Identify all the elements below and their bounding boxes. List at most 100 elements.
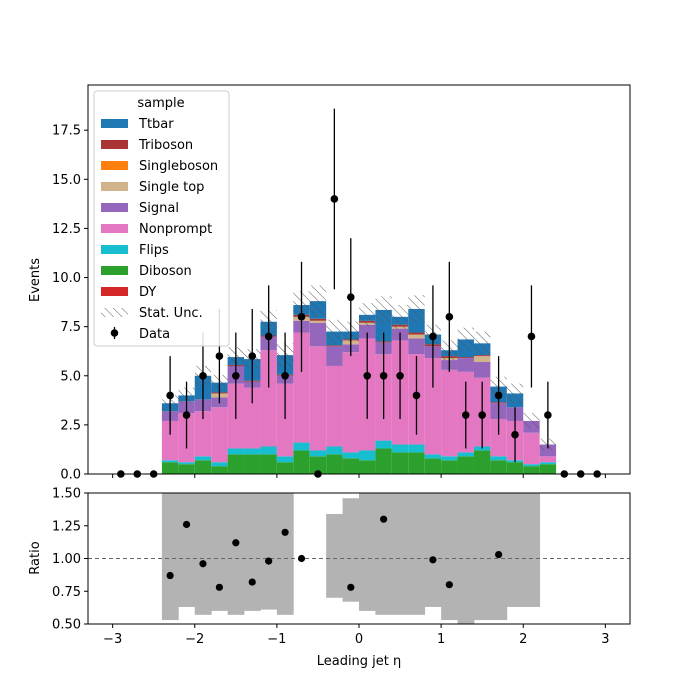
- ratio-band-18: [457, 493, 475, 624]
- data-point-14: [346, 293, 355, 301]
- ratio-band-19: [473, 493, 491, 621]
- stat-unc-9: [309, 285, 327, 317]
- ratio-point-12: [445, 581, 453, 589]
- bar-flips-7: [276, 456, 294, 463]
- bar-nonprompt-23: [539, 456, 557, 463]
- data-point-15: [363, 371, 372, 380]
- bar-nonprompt-2: [194, 411, 212, 457]
- stat-unc-14: [391, 305, 409, 329]
- bar-diboson-17: [441, 460, 458, 474]
- data-point-25: [527, 332, 536, 341]
- xtick-label-1: −2: [185, 632, 204, 647]
- bar-flips-17: [441, 456, 458, 461]
- ratio-panel: 0.50 0.75 1.00 1.25 1.50 −3 −2 −1 0 1 2 3 Ratio Le…: [28, 487, 631, 669]
- bar-diboson-22: [523, 466, 540, 474]
- bar-flips-22: [523, 464, 540, 467]
- bar-flips-4: [227, 448, 245, 455]
- stat-unc-22: [523, 413, 540, 429]
- bar-single-top-15: [408, 334, 425, 339]
- ytick-label-2: 1.00: [52, 552, 81, 567]
- bar-nonprompt-22: [523, 432, 540, 465]
- ytick-label-7: 17.5: [52, 124, 81, 139]
- ratio-point-5: [248, 578, 256, 586]
- data-point-6: [215, 352, 224, 360]
- bar-flips-1: [178, 462, 195, 465]
- data-point-23: [494, 391, 503, 400]
- ratio-band-6: [260, 493, 278, 610]
- ratio-band-7: [276, 493, 294, 615]
- bar-diboson-18: [457, 456, 474, 474]
- ratio-band-16: [424, 493, 442, 607]
- bar-flips-16: [424, 454, 442, 459]
- legend-title: sample: [137, 96, 184, 111]
- bar-signal-12: [359, 324, 376, 339]
- ytick-label-2: 5.0: [60, 369, 81, 384]
- ytick-label-4: 1.50: [52, 487, 81, 502]
- bar-nonprompt-9: [309, 346, 327, 451]
- legend-swatch-flips: [101, 245, 128, 254]
- xtick-label-5: 2: [519, 632, 527, 647]
- stat-unc-15: [408, 295, 425, 323]
- main-y-ticks: 0.0 2.5 5.0 7.5 10.0 12.5 15.0 17.5: [52, 124, 88, 483]
- ratio-band-13: [375, 493, 393, 615]
- data-point-3: [166, 391, 174, 400]
- bar-nonprompt-7: [276, 383, 294, 457]
- bar-single-top-9: [309, 320, 327, 323]
- legend-label-dy: DY: [139, 285, 156, 300]
- stat-unc-10: [326, 319, 343, 344]
- bar-diboson-21: [506, 462, 524, 474]
- bar-diboson-4: [227, 454, 245, 474]
- bar-triboson-19: [473, 355, 491, 357]
- ratio-band-15: [408, 493, 426, 615]
- bar-single-top-19: [473, 356, 491, 363]
- legend-swatch-data: [110, 329, 119, 337]
- data-point-22: [478, 411, 486, 419]
- bar-diboson-13: [375, 448, 392, 474]
- bar-nonprompt-17: [441, 369, 458, 457]
- data-point-24: [511, 430, 519, 439]
- ratio-band-4: [227, 493, 245, 615]
- xtick-label-2: −1: [267, 632, 286, 647]
- ratio-point-10: [380, 515, 388, 523]
- bar-diboson-23: [539, 464, 557, 474]
- bar-nonprompt-8: [293, 332, 310, 443]
- legend-label-single-top: Single top: [139, 180, 204, 195]
- legend-entries: Ttbar Triboson Singleboson Single top Signal…: [101, 117, 218, 342]
- bar-flips-3: [211, 462, 228, 467]
- ratio-point-2: [199, 560, 207, 568]
- bar-signal-10: [326, 346, 343, 366]
- bar-diboson-1: [178, 464, 195, 474]
- legend-swatch-dy: [101, 287, 128, 296]
- bar-diboson-2: [194, 460, 212, 474]
- bar-signal-15: [408, 338, 425, 355]
- legend-label-triboson: Triboson: [138, 138, 193, 153]
- ratio-point-6: [265, 557, 273, 565]
- bar-flips-20: [490, 456, 507, 461]
- ratio-band-11: [342, 498, 360, 602]
- legend-swatch-single-top: [101, 182, 128, 191]
- x-axis-label: Leading jet η: [317, 654, 402, 669]
- data-point-16: [379, 371, 388, 380]
- bar-flips-18: [457, 452, 474, 457]
- ytick-label-1: 0.75: [52, 585, 81, 600]
- legend-label-diboson: Diboson: [139, 264, 192, 279]
- legend-frame: [93, 90, 230, 347]
- bar-diboson-20: [490, 460, 507, 474]
- data-point-26: [544, 411, 552, 419]
- ratio-band-12: [359, 493, 376, 611]
- bar-flips-15: [408, 444, 425, 453]
- data-point-17: [396, 371, 404, 380]
- bar-flips-6: [260, 446, 277, 455]
- bar-signal-9: [309, 322, 327, 347]
- ratio-band-1: [178, 493, 196, 607]
- bar-flips-2: [194, 456, 212, 461]
- legend-swatch-stat-unc: [101, 308, 128, 317]
- stat-unc-21: [506, 383, 524, 404]
- ratio-band-14: [391, 493, 409, 615]
- data-point-19: [429, 332, 437, 341]
- bar-flips-12: [359, 450, 376, 461]
- bar-diboson-16: [424, 458, 442, 474]
- ratio-y-ticks: 0.50 0.75 1.00 1.25 1.50: [52, 487, 88, 633]
- bar-triboson-10: [326, 345, 343, 347]
